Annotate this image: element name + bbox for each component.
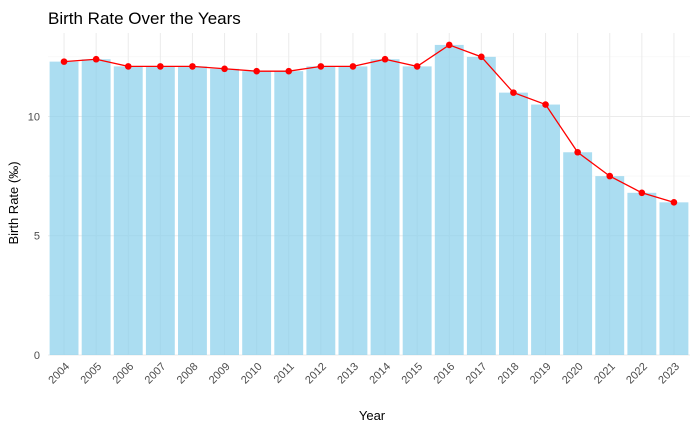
x-tick-label-2012: 2012	[303, 361, 329, 387]
x-tick-label-2018: 2018	[496, 361, 522, 387]
point-2022	[638, 189, 646, 197]
bar-2011	[274, 71, 304, 355]
point-2021	[606, 172, 614, 180]
x-tick-label-2006: 2006	[111, 361, 137, 387]
bar-2014	[370, 59, 400, 356]
x-tick-label-2004: 2004	[46, 361, 72, 387]
point-2013	[349, 63, 357, 70]
bar-2016	[434, 44, 464, 355]
point-2007	[157, 63, 164, 70]
y-axis-ticks: 0 5 10	[28, 111, 40, 362]
bar-2006	[113, 66, 143, 356]
bar-2020	[563, 152, 593, 355]
x-tick-label-2010: 2010	[239, 361, 265, 387]
y-tick-label: 10	[28, 111, 40, 123]
bar-2004	[49, 61, 79, 355]
x-tick-label-2019: 2019	[528, 361, 554, 387]
x-tick-label-2013: 2013	[335, 361, 361, 387]
point-2009	[221, 65, 228, 73]
line-series	[64, 44, 675, 203]
point-2010	[253, 67, 260, 75]
bar-2022	[627, 192, 657, 355]
birth-rate-line	[64, 44, 675, 203]
point-2011	[285, 67, 293, 75]
x-axis-title: Year	[359, 408, 386, 423]
bar-2010	[242, 71, 272, 355]
point-2006	[124, 63, 132, 70]
x-tick-label-2016: 2016	[432, 361, 458, 387]
points	[60, 41, 678, 206]
bar-2005	[81, 59, 111, 356]
x-tick-label-2007: 2007	[143, 361, 169, 387]
x-tick-label-2015: 2015	[399, 361, 425, 387]
bar-2007	[145, 66, 175, 356]
x-tick-label-2009: 2009	[207, 361, 233, 387]
bars	[49, 44, 689, 356]
bar-2012	[306, 66, 336, 356]
point-2019	[542, 101, 549, 108]
point-2005	[92, 55, 100, 63]
point-2018	[510, 89, 517, 96]
bar-2023	[659, 202, 689, 355]
x-tick-label-2005: 2005	[78, 361, 104, 387]
point-2023	[670, 199, 678, 206]
chart-title: Birth Rate Over the Years	[48, 9, 241, 28]
point-2017	[478, 53, 485, 61]
x-tick-label-2020: 2020	[560, 361, 586, 387]
point-2012	[317, 63, 325, 70]
point-2004	[60, 58, 68, 65]
bar-2009	[210, 68, 239, 356]
bar-2013	[338, 66, 368, 356]
grid	[48, 33, 690, 356]
bar-2021	[595, 176, 625, 355]
bar-2018	[499, 92, 528, 355]
x-tick-label-2023: 2023	[656, 361, 682, 387]
x-tick-label-2017: 2017	[464, 361, 490, 387]
point-2020	[574, 148, 581, 156]
x-axis-ticks: 2004 2005 2006 2007 2008 2009 2010 2011 2012 2013…	[46, 361, 682, 387]
bar-2015	[402, 66, 432, 356]
bar-2017	[466, 56, 496, 355]
x-tick-label-2008: 2008	[175, 361, 201, 387]
y-tick-label: 5	[34, 231, 40, 243]
bar-2019	[531, 104, 560, 355]
point-2008	[189, 63, 196, 70]
y-tick-label: 0	[34, 350, 40, 362]
x-tick-label-2014: 2014	[367, 361, 393, 387]
point-2016	[445, 41, 453, 49]
point-2014	[381, 55, 389, 63]
bar-2008	[178, 66, 207, 356]
x-tick-label-2011: 2011	[272, 361, 297, 386]
x-tick-label-2022: 2022	[624, 361, 650, 387]
x-tick-label-2021: 2021	[592, 361, 618, 387]
y-axis-title: Birth Rate (‰)	[6, 161, 21, 244]
point-2015	[413, 63, 421, 70]
